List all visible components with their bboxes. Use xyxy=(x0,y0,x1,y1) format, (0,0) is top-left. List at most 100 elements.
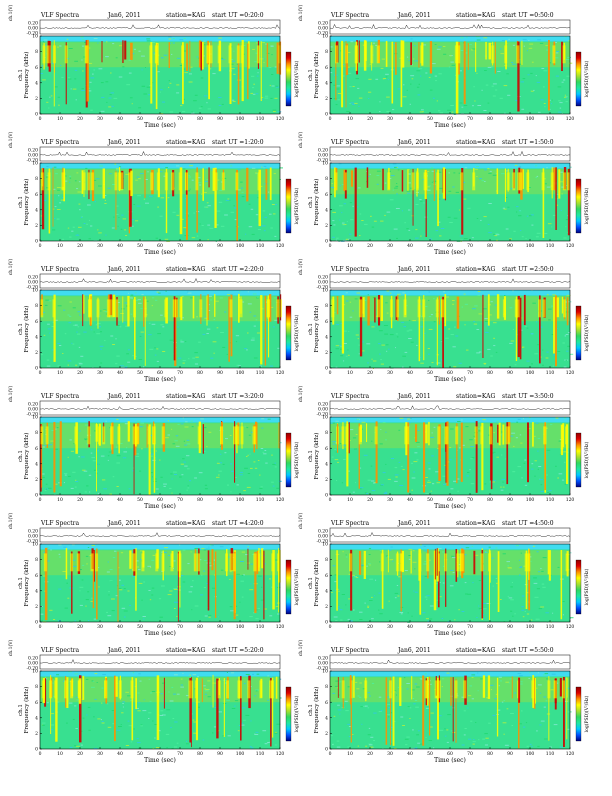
spectrogram-speckle xyxy=(566,350,569,352)
spectrogram-speckle xyxy=(507,206,510,208)
spectrogram-speckle xyxy=(252,93,256,95)
spectrogram-speckle xyxy=(341,594,345,595)
spectrogram-streak xyxy=(336,296,339,315)
spectrogram-speckle xyxy=(442,565,445,567)
spectrogram-speckle xyxy=(77,326,80,328)
spectrogram-streak xyxy=(354,167,357,237)
spectrogram-speckle xyxy=(489,43,494,44)
spectrogram-speckle xyxy=(429,726,433,728)
spectrogram-speckle xyxy=(441,686,443,688)
x-axis-label: Time (sec) xyxy=(434,249,466,256)
x-tick-label: 40 xyxy=(117,751,123,757)
waveform-tick-label: 0.20 xyxy=(28,529,38,535)
spectrogram-speckle xyxy=(522,38,527,40)
panel-start-time: start UT =5:20:0 xyxy=(212,647,264,654)
y-tick-label: 4 xyxy=(325,461,328,467)
spectrogram-speckle xyxy=(71,559,76,561)
spectrogram-speckle xyxy=(336,740,340,742)
spectrogram-streak-halo xyxy=(43,553,47,572)
spectrogram-speckle xyxy=(240,580,244,582)
spectrogram-speckle xyxy=(484,744,488,746)
spectrogram-speckle xyxy=(354,102,358,104)
spectrogram-speckle xyxy=(243,683,246,685)
spectrogram-speckle xyxy=(406,683,410,684)
spectrogram-speckle xyxy=(257,460,260,461)
spectrogram-speckle xyxy=(56,218,60,220)
spectrogram-speckle xyxy=(489,314,492,316)
spectrogram-speckle xyxy=(461,106,464,108)
spectrogram-speckle xyxy=(197,676,200,678)
y-tick-label: 8 xyxy=(35,49,38,55)
spectrogram-streak xyxy=(407,422,410,493)
spectrogram-speckle xyxy=(340,323,343,324)
spectrogram-speckle xyxy=(125,691,129,693)
y-tick-label: 0 xyxy=(35,747,38,753)
spectrogram-speckle xyxy=(553,724,558,726)
spectrogram-speckle xyxy=(386,111,390,112)
channel-label: ch.1 xyxy=(308,69,314,81)
spectrogram-streak xyxy=(496,168,499,195)
spectrogram-speckle xyxy=(198,341,201,343)
channel-label: ch.1 xyxy=(308,323,314,335)
spectrogram-speckle xyxy=(432,63,436,65)
spectrogram-speckle xyxy=(79,209,81,211)
x-tick-label: 40 xyxy=(407,624,413,630)
spectrogram-speckle xyxy=(354,576,357,578)
spectrogram-speckle xyxy=(72,307,76,309)
spectrogram-streak xyxy=(208,167,210,188)
spectrogram-streak-halo xyxy=(115,299,119,318)
spectrogram-speckle xyxy=(63,473,68,475)
spectrogram-speckle xyxy=(85,678,89,680)
x-tick-label: 30 xyxy=(387,243,393,249)
spectrogram-speckle xyxy=(42,311,45,313)
spectrogram-speckle xyxy=(483,614,485,616)
spectrogram-speckle xyxy=(501,431,504,433)
spectrogram-speckle xyxy=(196,423,198,425)
spectrogram-streak xyxy=(82,675,85,700)
spectrogram-speckle xyxy=(458,209,460,211)
spectrogram-speckle xyxy=(235,341,238,343)
spectrogram-speckle xyxy=(455,191,459,193)
spectrogram-speckle xyxy=(123,588,126,590)
spectrogram-streak xyxy=(553,167,556,191)
spectrogram-speckle xyxy=(261,97,264,99)
spectrogram-speckle xyxy=(416,686,420,688)
channel-label: ch.1 xyxy=(18,577,24,589)
spectrogram-speckle xyxy=(112,43,115,45)
spectrogram-speckle xyxy=(248,226,253,228)
spectrogram-streak-halo xyxy=(188,680,192,699)
spectrogram-speckle xyxy=(336,237,339,239)
spectrogram-speckle xyxy=(97,492,101,494)
spectrogram-speckle xyxy=(276,607,279,609)
spectrogram-speckle xyxy=(168,38,172,40)
spectrogram-speckle xyxy=(368,91,372,93)
spectrogram-speckle xyxy=(277,700,280,702)
spectrogram-speckle xyxy=(274,204,278,206)
spectrogram-streak xyxy=(186,170,188,240)
spectrogram-speckle xyxy=(178,357,182,359)
spectrogram-speckle xyxy=(467,593,472,595)
spectrogram-speckle xyxy=(275,559,278,561)
spectrogram-speckle xyxy=(549,746,552,748)
spectrogram-speckle xyxy=(155,299,158,301)
spectrogram-speckle xyxy=(116,455,121,457)
spectrogram-speckle xyxy=(122,457,127,459)
spectrogram-speckle xyxy=(440,228,445,229)
spectrogram-streak xyxy=(65,548,68,580)
spectrogram-speckle xyxy=(526,592,530,594)
spectrogram-speckle xyxy=(71,544,75,546)
spectrogram-speckle xyxy=(394,474,399,476)
spectrogram-speckle xyxy=(380,359,382,361)
spectrogram-band-high xyxy=(330,544,570,550)
x-axis-label: Time (sec) xyxy=(144,630,176,637)
spectrogram-speckle xyxy=(118,76,123,78)
spectrogram-speckle xyxy=(226,353,228,355)
spectrogram-speckle xyxy=(404,738,409,740)
spectrogram-streak xyxy=(445,548,447,607)
spectrogram-speckle xyxy=(87,63,91,65)
spectrogram-streak xyxy=(230,294,233,357)
spectrogram-speckle xyxy=(531,61,534,63)
spectrogram-speckle xyxy=(394,597,397,599)
spectrogram-speckle xyxy=(383,493,388,494)
spectrogram-speckle xyxy=(364,705,368,707)
